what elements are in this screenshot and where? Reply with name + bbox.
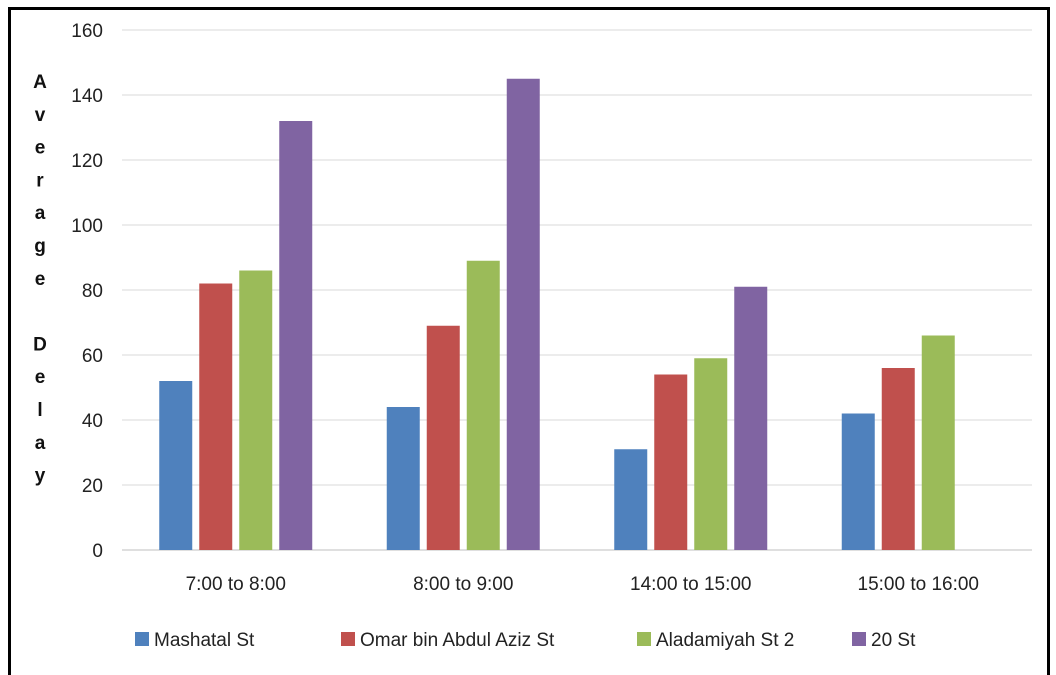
bar-20-st: [734, 286, 768, 550]
legend-swatch: [341, 632, 355, 646]
y-axis-label-char: A: [33, 72, 47, 93]
gridlines: [122, 29, 1032, 551]
y-axis-label-char: D: [33, 334, 47, 355]
legend-label: Aladamiyah St 2: [656, 630, 794, 651]
x-tick-label: 7:00 to 8:00: [186, 574, 286, 595]
bar-aladamiyah-st-2: [921, 335, 955, 550]
legend-swatch: [852, 632, 866, 646]
legend-swatch: [135, 632, 149, 646]
y-tick-label: 140: [71, 86, 103, 107]
bar-omar-bin-abdul-aziz-st: [881, 368, 915, 550]
y-axis-label-char: y: [35, 466, 46, 487]
y-axis-label-char: e: [35, 138, 46, 159]
bar-mashatal-st: [614, 449, 648, 550]
bar-mashatal-st: [159, 381, 193, 550]
legend-label: 20 St: [871, 630, 916, 651]
legend-label: Mashatal St: [154, 630, 255, 651]
bar-aladamiyah-st-2: [239, 270, 273, 550]
bar-omar-bin-abdul-aziz-st: [199, 283, 233, 550]
y-tick-label: 120: [71, 151, 103, 172]
bar-mashatal-st: [841, 413, 875, 550]
bar-mashatal-st: [386, 407, 420, 550]
y-tick-label: 60: [82, 346, 103, 367]
x-tick-label: 15:00 to 16:00: [858, 574, 980, 595]
x-axis-ticks: 7:00 to 8:00 8:00 to 9:00 14:00 to 15:00 15…: [186, 574, 979, 595]
legend-swatch: [637, 632, 651, 646]
y-axis-ticks: 0 20 40 60 80 100 120 140 160: [71, 21, 103, 562]
y-axis-label-char: e: [35, 367, 46, 388]
y-axis-label-char: a: [35, 433, 46, 454]
legend: Mashatal St Omar bin Abdul Aziz St Aladami…: [135, 630, 916, 651]
y-tick-label: 0: [92, 541, 103, 562]
bar-20-st: [506, 78, 540, 550]
y-axis-label-char: e: [35, 269, 46, 290]
bar-aladamiyah-st-2: [466, 260, 500, 550]
bar-omar-bin-abdul-aziz-st: [426, 325, 460, 550]
y-axis-label-char: r: [36, 170, 44, 191]
y-axis-label-char: v: [35, 105, 46, 126]
bar-omar-bin-abdul-aziz-st: [654, 374, 688, 550]
y-axis-label-char: l: [37, 400, 42, 421]
y-tick-label: 20: [82, 476, 103, 497]
y-axis-label-char: a: [35, 203, 46, 224]
bars: [159, 78, 955, 550]
legend-label: Omar bin Abdul Aziz St: [360, 630, 555, 651]
bar-aladamiyah-st-2: [694, 358, 728, 550]
x-tick-label: 14:00 to 15:00: [630, 574, 752, 595]
y-axis-label-char: g: [34, 236, 46, 257]
bar-20-st: [279, 121, 313, 550]
x-tick-label: 8:00 to 9:00: [413, 574, 513, 595]
y-tick-label: 80: [82, 281, 103, 302]
y-tick-label: 100: [71, 216, 103, 237]
y-tick-label: 40: [82, 411, 103, 432]
y-tick-label: 160: [71, 21, 103, 42]
